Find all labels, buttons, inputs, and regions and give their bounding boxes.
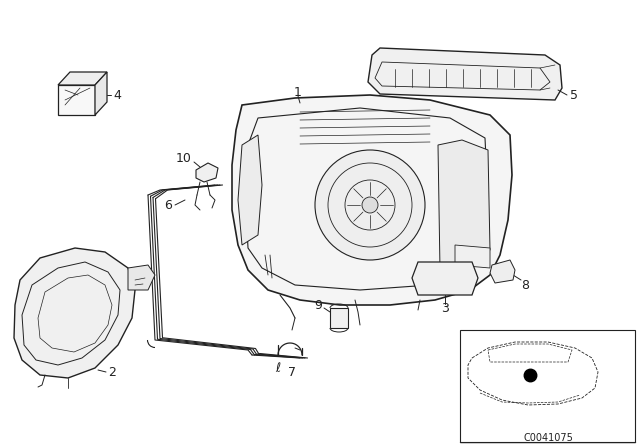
Circle shape: [315, 150, 425, 260]
Polygon shape: [368, 48, 562, 100]
Polygon shape: [238, 135, 262, 245]
Text: 3: 3: [441, 302, 449, 314]
Text: 1: 1: [294, 86, 302, 99]
Polygon shape: [14, 248, 135, 378]
Polygon shape: [58, 72, 107, 85]
Bar: [460, 330, 635, 442]
Polygon shape: [490, 260, 515, 283]
Text: 7: 7: [288, 366, 296, 379]
Polygon shape: [232, 95, 512, 305]
Text: $\ell$: $\ell$: [275, 361, 282, 375]
Text: C0041075: C0041075: [523, 433, 573, 443]
Polygon shape: [128, 265, 155, 290]
Text: 9: 9: [314, 298, 322, 311]
Circle shape: [498, 268, 506, 276]
Text: 8: 8: [521, 279, 529, 292]
Text: 5: 5: [570, 89, 578, 102]
Polygon shape: [438, 140, 490, 270]
Text: 4: 4: [113, 89, 121, 102]
Polygon shape: [455, 245, 490, 268]
Polygon shape: [58, 85, 95, 115]
Polygon shape: [412, 262, 478, 295]
Text: 10: 10: [176, 151, 192, 164]
Circle shape: [362, 197, 378, 213]
Polygon shape: [196, 163, 218, 182]
Polygon shape: [330, 308, 348, 328]
Polygon shape: [95, 72, 107, 115]
Text: 2: 2: [108, 366, 116, 379]
Text: 6: 6: [164, 198, 172, 211]
